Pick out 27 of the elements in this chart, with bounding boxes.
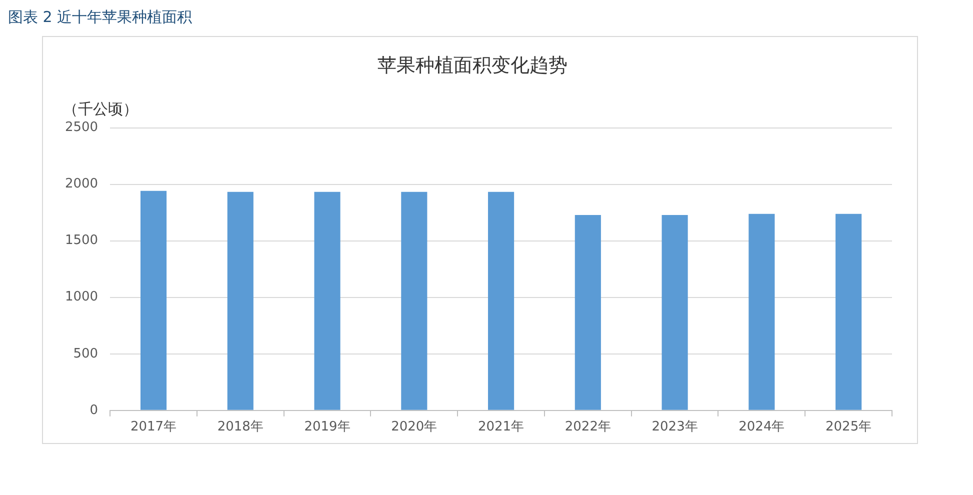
bar [748, 214, 775, 410]
bar [488, 192, 514, 410]
x-tick-label: 2023年 [652, 420, 698, 435]
x-tick-label: 2019年 [304, 420, 350, 435]
bar [227, 192, 254, 410]
x-tick-label: 2021年 [478, 420, 524, 435]
y-tick-label: 1000 [64, 290, 98, 305]
bar [662, 214, 688, 410]
x-tick-label: 2020年 [391, 420, 438, 435]
bar [314, 192, 340, 410]
x-tick-label: 2024年 [738, 420, 785, 435]
bar [140, 190, 167, 410]
bar [836, 214, 862, 410]
y-tick-label: 0 [90, 402, 98, 418]
y-axis-title: （千公顷） [63, 100, 138, 118]
chart-subtitle: 图表 2 近十年苹果种植面积 [8, 8, 194, 28]
y-tick-label: 1500 [64, 233, 98, 248]
y-tick-label: 2000 [64, 176, 98, 192]
x-tick-label: 2018年 [217, 420, 264, 435]
bar [401, 192, 428, 410]
bar [574, 214, 601, 410]
x-tick-label: 2025年 [826, 420, 872, 435]
y-tick-label: 2500 [64, 120, 98, 136]
x-tick-label: 2022年 [564, 420, 611, 435]
y-tick-label: 500 [73, 346, 98, 362]
x-tick-label: 2017年 [130, 420, 177, 435]
chart-title: 苹果种植面积变化趋势 [378, 54, 568, 76]
